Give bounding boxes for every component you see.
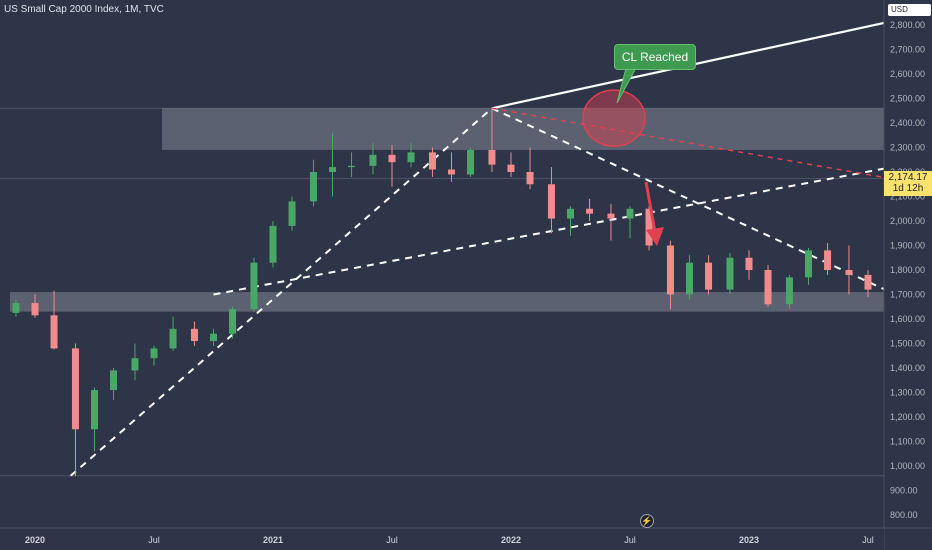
price-tick-label: 1,700.00 (890, 290, 925, 300)
dashed-fall-line (491, 107, 928, 311)
candle-body-28 (526, 172, 534, 185)
cl-reached-callout: CL Reached (614, 44, 696, 70)
candle-body-26 (488, 149, 496, 165)
candle-body-13 (229, 309, 237, 334)
price-tick-label: 1,100.00 (890, 437, 925, 447)
candle-body-5 (71, 348, 79, 430)
currency-label[interactable]: USD (888, 4, 931, 16)
candle-body-16 (288, 201, 296, 226)
candle-body-45 (864, 274, 872, 290)
candle-body-43 (824, 250, 832, 270)
candle-body-20 (369, 154, 377, 166)
bar-countdown: 1d 12h (892, 183, 924, 194)
candle-body-39 (745, 257, 753, 270)
last-price-value: 2,174.17 (888, 172, 928, 183)
candle-body-44 (845, 270, 853, 275)
candle-body-22 (407, 152, 415, 163)
time-tick-label: 2022 (501, 535, 521, 545)
dashed-rise-line (70, 107, 493, 477)
candle-body-18 (329, 167, 336, 172)
time-axis[interactable]: 2020Jul2021Jul2022Jul2023Jul2024Jul2025J… (25, 535, 932, 545)
price-tick-label: 1,000.00 (890, 461, 925, 471)
candle-body-15 (269, 225, 277, 263)
price-tick-label: 2,500.00 (890, 94, 925, 104)
candle-body-9 (150, 348, 158, 359)
price-tick-label: 2,700.00 (890, 45, 925, 55)
candle-body-17 (309, 172, 317, 202)
chart-title: US Small Cap 2000 Index, 1M, TVC (4, 4, 164, 15)
time-tick-label: Jul (862, 535, 874, 545)
time-tick-label: Jul (148, 535, 160, 545)
price-tick-label: 2,600.00 (890, 69, 925, 79)
price-tick-label: 2,300.00 (890, 143, 925, 153)
price-tick-label: 2,800.00 (890, 20, 925, 30)
price-tick-label: 2,100.00 (890, 192, 925, 202)
candle-body-41 (785, 277, 793, 305)
candle-body-31 (586, 208, 594, 214)
plot-background (0, 0, 884, 528)
candle-body-42 (805, 250, 812, 278)
candle-body-29 (547, 184, 555, 219)
time-axis-background (0, 528, 884, 550)
price-tick-label: 1,500.00 (890, 339, 925, 349)
time-tick-label: Jul (624, 535, 636, 545)
price-tick-label: 800.00 (890, 510, 918, 520)
candle-body-6 (91, 390, 98, 430)
zones-layer (10, 108, 884, 312)
candle-body-8 (131, 358, 139, 371)
red-dashed-median-line (491, 107, 932, 187)
candle-body-4 (50, 315, 58, 349)
price-tick-label: 1,800.00 (890, 265, 925, 275)
candle-body-12 (210, 333, 217, 342)
candle-body-33 (626, 208, 634, 219)
resistance-zone (162, 108, 884, 150)
candle-body-25 (467, 149, 475, 175)
time-tick-label: Jul (386, 535, 398, 545)
price-axis-background (884, 0, 932, 550)
candle-body-2 (12, 303, 20, 313)
price-tick-label: 1,900.00 (890, 241, 925, 251)
price-tick-label: 1,400.00 (890, 363, 925, 373)
candle-body-30 (567, 208, 574, 219)
candle-body-24 (448, 169, 455, 175)
candle-body-21 (388, 154, 396, 163)
price-tick-label: 1,200.00 (890, 412, 925, 422)
candle-body-27 (507, 164, 515, 172)
time-tick-label: 2020 (25, 535, 45, 545)
candle-body-35 (666, 245, 674, 295)
candle-body-10 (169, 328, 177, 349)
candle-body-19 (348, 165, 356, 168)
candle-body-38 (726, 257, 734, 290)
price-tick-label: 1,600.00 (890, 314, 925, 324)
time-tick-label: 2021 (263, 535, 283, 545)
candle-body-11 (190, 328, 198, 342)
price-tick-label: 1,300.00 (890, 388, 925, 398)
price-tick-label: 900.00 (890, 486, 918, 496)
support-zone (10, 292, 884, 312)
last-price-badge: 2,174.17 1d 12h (884, 171, 932, 196)
price-axis[interactable]: 800.00 900.00 1,000.00 1,100.00 1,200.00 1,30… (890, 20, 925, 520)
candle-body-36 (686, 262, 693, 295)
price-tick-label: 2,000.00 (890, 216, 925, 226)
overlay-layer (582, 67, 664, 246)
candle-body-32 (607, 213, 615, 219)
candle-body-40 (764, 270, 772, 305)
candle-body-3 (31, 303, 39, 316)
down-arrow-shaft (644, 181, 657, 233)
lightning-icon[interactable]: ⚡ (640, 514, 654, 528)
candle-body-37 (705, 262, 713, 290)
candle-body-23 (428, 152, 436, 170)
cl-highlight-circle (582, 89, 646, 147)
candle-body-34 (645, 208, 653, 246)
dashed-median-line (213, 158, 932, 296)
price-tick-label: 2,400.00 (890, 118, 925, 128)
candle-body-14 (250, 262, 258, 310)
candle-body-7 (110, 370, 118, 391)
down-arrow-head (646, 227, 664, 246)
grid-layer (0, 107, 884, 477)
time-tick-label: 2023 (739, 535, 759, 545)
